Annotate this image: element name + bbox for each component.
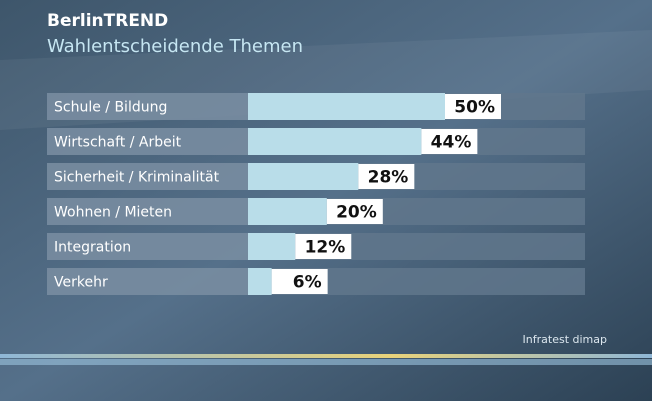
value-label: 6% (293, 273, 322, 293)
bar (248, 93, 445, 120)
bar (248, 163, 359, 190)
value-label: 44% (431, 133, 472, 153)
value-label: 28% (368, 168, 409, 188)
value-box (326, 199, 383, 224)
category-label: Sicherheit / Kriminalität (54, 170, 220, 186)
value-label: 20% (336, 203, 377, 223)
source: Infratest dimap (523, 333, 607, 346)
label-box (47, 268, 248, 295)
value-box (421, 129, 478, 154)
category-label: Wohnen / Mieten (54, 205, 172, 221)
bar (248, 198, 327, 225)
value-box (271, 269, 328, 294)
category-label: Integration (54, 240, 131, 256)
label-box (47, 93, 248, 120)
chart-subtitle: Wahlentscheidende Themen (47, 36, 303, 57)
stripe (0, 359, 652, 365)
value-box (295, 234, 352, 259)
label-box (47, 128, 248, 155)
value-box (358, 164, 415, 189)
bar (248, 128, 422, 155)
value-label: 12% (305, 238, 346, 258)
bar (248, 268, 272, 295)
label-box (47, 198, 248, 225)
category-label: Schule / Bildung (54, 100, 167, 116)
chart-title: BerlinTREND (47, 11, 168, 31)
stripe (0, 354, 652, 358)
value-box (445, 94, 501, 119)
category-label: Verkehr (54, 275, 108, 291)
category-label: Wirtschaft / Arbeit (54, 135, 182, 151)
label-box (47, 163, 248, 190)
value-label: 50% (454, 98, 495, 118)
bar (248, 233, 296, 260)
label-box (47, 233, 248, 260)
